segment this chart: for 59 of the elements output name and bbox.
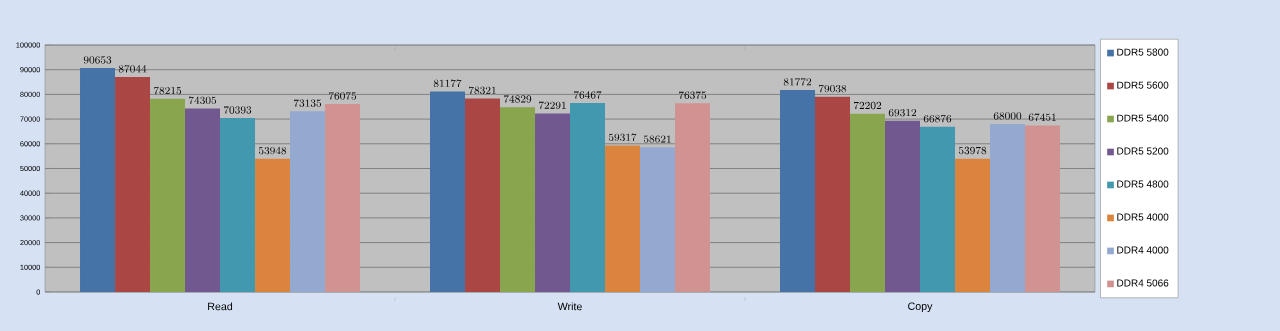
- bar: [325, 104, 361, 292]
- legend-label: DDR5 5600: [1117, 81, 1169, 89]
- data-label: 70393: [223, 106, 252, 114]
- data-label: 76467: [573, 91, 602, 99]
- bar: [80, 68, 116, 292]
- data-label: 69312: [888, 108, 917, 117]
- bar: [920, 126, 955, 292]
- data-label: 76375: [678, 91, 707, 99]
- bar: [675, 103, 711, 292]
- bar: [570, 103, 606, 292]
- legend-label: DDR5 5400: [1117, 114, 1169, 122]
- data-label: 72202: [853, 101, 882, 110]
- data-label: 81177: [433, 79, 462, 87]
- data-label: 74829: [503, 95, 532, 103]
- data-label: 78321: [468, 86, 496, 95]
- data-label: 72291: [538, 101, 566, 109]
- bar: [535, 113, 571, 292]
- data-label: 53978: [958, 146, 987, 155]
- legend-label: DDR4 4000: [1117, 246, 1169, 254]
- data-label: 66876: [923, 114, 952, 123]
- data-label: 73135: [293, 99, 322, 107]
- bar: [1025, 125, 1060, 292]
- bar: [500, 107, 536, 292]
- bar: [220, 118, 256, 292]
- data-label: 67451: [1028, 113, 1056, 121]
- data-label: 79038: [818, 84, 847, 93]
- legend-label: DDR5 5800: [1117, 48, 1169, 56]
- legend-label: DDR5 4800: [1117, 180, 1169, 188]
- bar: [115, 76, 151, 292]
- bar: [640, 147, 676, 292]
- data-label: 68000: [993, 112, 1022, 120]
- bar: [780, 90, 815, 292]
- legend-label: DDR4 5066: [1117, 279, 1169, 287]
- x-tick-label: Copy: [908, 302, 933, 313]
- x-tick-label: Read: [208, 302, 233, 311]
- bar: [990, 124, 1025, 292]
- data-label: 59317: [608, 133, 637, 141]
- data-label: 53948: [258, 146, 287, 155]
- data-label: 74305: [188, 96, 217, 104]
- bar: [850, 113, 885, 292]
- data-label: 81772: [783, 78, 812, 86]
- bar: [885, 120, 920, 292]
- bar: [185, 108, 221, 292]
- data-label: 58621: [643, 135, 671, 143]
- data-label: 76075: [328, 92, 357, 100]
- bar: [955, 158, 990, 292]
- data-label: 90653: [83, 56, 112, 64]
- legend-label: DDR5 4000: [1117, 213, 1169, 221]
- legend-label: DDR5 5200: [1117, 147, 1169, 155]
- bar: [255, 158, 291, 292]
- bar: [815, 96, 850, 292]
- bar: [290, 111, 326, 292]
- bar: [465, 98, 501, 292]
- bar: [605, 145, 641, 292]
- bar: [430, 91, 466, 292]
- bar: [150, 98, 186, 292]
- data-label: 78215: [153, 86, 182, 95]
- data-label: 87044: [118, 65, 147, 73]
- x-tick-label: Write: [557, 302, 582, 311]
